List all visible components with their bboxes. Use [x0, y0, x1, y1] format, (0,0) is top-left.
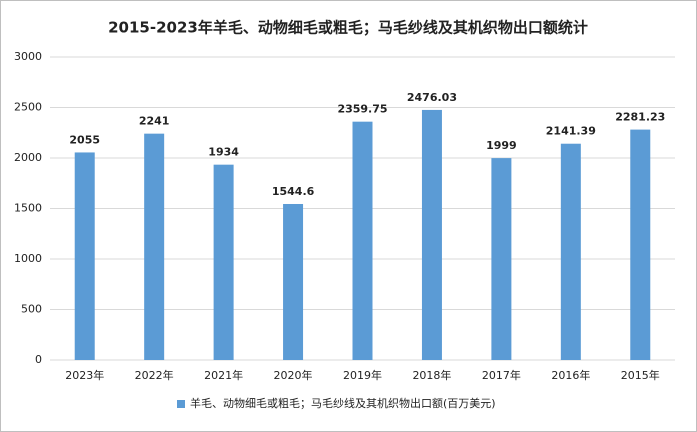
data-label: 2281.23	[615, 111, 665, 124]
data-label: 2241	[139, 115, 170, 128]
bar	[560, 143, 581, 360]
x-tick-label: 2020年	[274, 368, 313, 382]
x-tick-label: 2016年	[551, 368, 590, 382]
x-tick-label: 2018年	[412, 368, 451, 382]
y-tick-label: 3000	[14, 50, 42, 63]
legend-marker	[177, 400, 185, 408]
y-tick-label: 0	[35, 353, 42, 366]
bar	[144, 133, 165, 360]
bar	[630, 129, 651, 360]
legend-label: 羊毛、动物细毛或粗毛；马毛纱线及其机织物出口额(百万美元)	[190, 396, 496, 410]
data-label: 2359.75	[337, 103, 387, 116]
x-tick-label: 2017年	[482, 368, 521, 382]
bar	[421, 109, 442, 361]
data-label: 1544.6	[272, 185, 315, 198]
bar	[74, 152, 95, 360]
x-tick-label: 2023年	[65, 368, 104, 382]
data-label: 2476.03	[407, 91, 457, 104]
data-label: 1934	[208, 146, 239, 159]
x-tick-label: 2019年	[343, 368, 382, 382]
data-label: 1999	[486, 139, 517, 152]
y-tick-label: 2000	[14, 151, 42, 164]
x-tick-label: 2022年	[135, 368, 174, 382]
y-tick-label: 1000	[14, 252, 42, 265]
data-label: 2141.39	[546, 125, 596, 138]
bar	[491, 158, 512, 360]
bar	[352, 121, 373, 360]
bar	[283, 203, 304, 360]
bar	[213, 164, 234, 360]
x-tick-label: 2021年	[204, 368, 243, 382]
y-tick-label: 2500	[14, 101, 42, 114]
y-tick-label: 1500	[14, 202, 42, 215]
y-tick-label: 500	[21, 303, 42, 316]
chart-title: 2015-2023年羊毛、动物细毛或粗毛；马毛纱线及其机织物出口额统计	[108, 19, 588, 37]
data-label: 2055	[69, 133, 100, 146]
x-tick-label: 2015年	[621, 368, 660, 382]
